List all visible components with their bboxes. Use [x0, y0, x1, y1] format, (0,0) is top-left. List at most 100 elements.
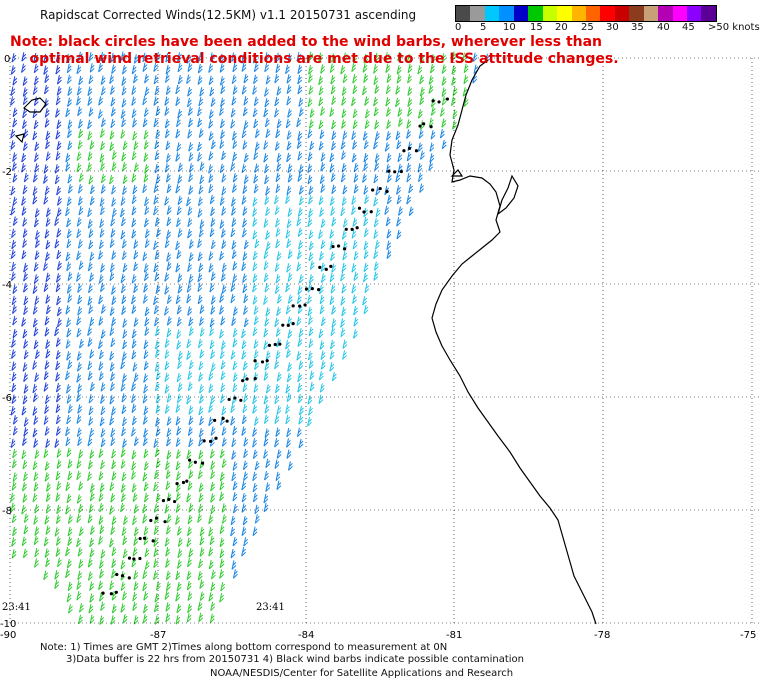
wind-barb	[175, 240, 181, 251]
wind-barb	[121, 250, 127, 261]
wind-barb	[198, 558, 203, 569]
wind-barb	[209, 282, 215, 293]
wind-barb	[264, 97, 270, 108]
wind-barb	[88, 416, 94, 426]
legend-swatch	[687, 6, 702, 21]
wind-barb	[99, 218, 105, 229]
wind-barb	[210, 469, 216, 480]
wind-barb	[11, 161, 17, 172]
wind-barb	[319, 251, 324, 261]
wind-barb	[166, 437, 171, 447]
wind-barb	[132, 73, 138, 84]
wind-barb	[342, 339, 348, 349]
contamination-circle	[273, 342, 277, 347]
wind-barb	[341, 230, 347, 240]
wind-barb	[66, 384, 71, 394]
wind-barb	[253, 339, 259, 349]
wind-barb	[131, 329, 137, 339]
wind-barb	[276, 251, 282, 261]
wind-barb	[133, 140, 139, 151]
wind-barb	[210, 504, 216, 515]
wind-barb	[111, 197, 117, 207]
wind-barb	[220, 97, 225, 108]
wind-barb	[78, 449, 84, 459]
wind-barb	[264, 195, 270, 206]
wind-barb	[274, 73, 280, 84]
wind-barb	[143, 405, 149, 416]
wind-barb	[287, 249, 293, 259]
wind-barb	[87, 151, 93, 161]
wind-barb	[177, 74, 183, 85]
wind-barb	[298, 164, 304, 174]
wind-barb	[373, 197, 379, 207]
wind-barb	[308, 119, 314, 129]
wind-barb	[242, 251, 248, 261]
wind-barb	[373, 75, 379, 86]
wind-barb	[23, 283, 28, 293]
wind-barb	[351, 62, 357, 73]
wind-barb	[120, 483, 126, 493]
wind-barb	[417, 109, 423, 119]
wind-barb	[34, 152, 39, 163]
wind-barb	[374, 239, 380, 250]
wind-barb	[78, 526, 84, 537]
wind-barb	[164, 238, 170, 249]
wind-barb	[208, 109, 214, 119]
wind-barb	[67, 293, 73, 303]
wind-barb	[67, 470, 73, 481]
wind-barb	[320, 64, 326, 74]
wind-barb	[121, 471, 127, 482]
wind-barb	[430, 106, 436, 116]
wind-barb	[252, 326, 258, 337]
wind-barb	[264, 283, 270, 293]
wind-barb	[407, 63, 413, 74]
wind-barb	[241, 62, 247, 72]
wind-barb	[65, 339, 71, 349]
wind-barb	[99, 153, 105, 163]
wind-barb	[32, 284, 38, 294]
wind-barb	[418, 129, 424, 139]
wind-barb	[242, 460, 248, 471]
wind-barb	[385, 97, 391, 107]
wind-barb	[386, 73, 392, 83]
wind-barb	[241, 492, 247, 503]
wind-barb	[66, 196, 72, 207]
wind-barb	[155, 129, 161, 139]
wind-barb	[210, 217, 216, 227]
wind-barb	[176, 603, 182, 614]
wind-barb	[308, 51, 314, 62]
wind-barb	[65, 436, 71, 447]
wind-barb	[56, 249, 62, 260]
wind-barb	[341, 306, 347, 317]
wind-barb	[33, 515, 39, 525]
wind-barb	[175, 403, 181, 413]
wind-barb	[23, 305, 29, 316]
wind-barb	[143, 461, 149, 471]
wind-barb	[463, 63, 469, 74]
contamination-circle	[167, 497, 171, 501]
wind-barb	[175, 84, 181, 95]
wind-barb	[76, 351, 82, 361]
wind-barb	[276, 118, 282, 129]
wind-barb	[22, 459, 28, 470]
wind-barb	[209, 317, 215, 328]
wind-barb	[133, 581, 139, 591]
wind-barb	[452, 86, 458, 97]
wind-barb	[320, 162, 326, 172]
wind-barb	[264, 117, 270, 128]
wind-barb	[32, 383, 38, 394]
wind-barb	[175, 128, 181, 139]
contamination-circle	[291, 304, 295, 308]
wind-barb	[56, 196, 62, 206]
contamination-circle	[181, 480, 186, 485]
wind-barb	[109, 361, 115, 372]
wind-barb	[199, 579, 205, 589]
wind-barb	[165, 581, 171, 591]
wind-barb	[76, 580, 82, 590]
wind-barb	[142, 117, 148, 128]
wind-barb	[351, 229, 357, 239]
wind-barb	[166, 229, 171, 240]
wind-barb	[164, 360, 170, 371]
wind-barb	[120, 129, 126, 139]
wind-barb	[11, 361, 17, 371]
